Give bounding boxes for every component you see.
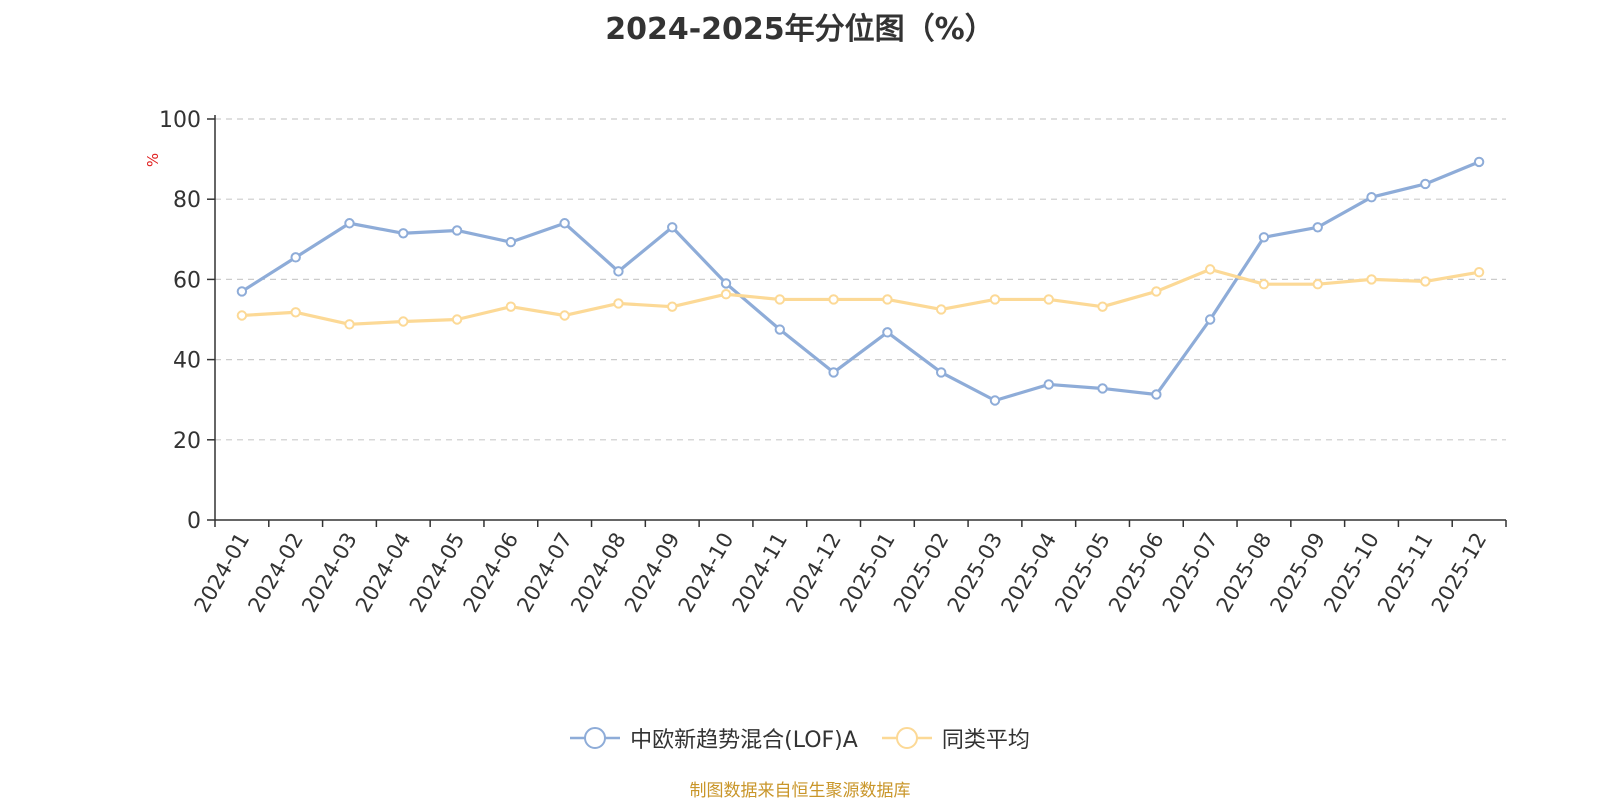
data-point	[667, 301, 678, 312]
data-point	[613, 266, 624, 277]
series-line	[241, 160, 1480, 403]
y-tick-label: 20	[173, 429, 201, 454]
series-line	[241, 267, 1480, 326]
data-point	[1151, 389, 1162, 400]
data-point	[1473, 266, 1485, 278]
legend-item-1[interactable]: 中欧新趋势混合(LOF)A	[570, 722, 858, 754]
y-tick-label: 40	[173, 349, 201, 374]
y-tick-label: 100	[159, 108, 201, 133]
data-point	[398, 316, 409, 327]
series-1	[236, 156, 1485, 406]
data-point	[935, 304, 947, 315]
data-point	[1204, 264, 1216, 275]
data-point	[828, 294, 839, 305]
data-point	[1043, 294, 1054, 305]
data-point	[720, 278, 732, 289]
data-point	[290, 252, 301, 263]
chart-title: 2024-2025年分位图（%）	[605, 12, 995, 47]
data-point	[1204, 314, 1216, 325]
legend: 中欧新趋势混合(LOF)A 同类平均	[0, 722, 1600, 754]
data-point	[882, 327, 893, 338]
data-point	[344, 218, 355, 229]
legend-label: 中欧新趋势混合(LOF)A	[630, 728, 858, 753]
legend-item-2[interactable]: 同类平均	[881, 722, 1030, 754]
data-point	[1258, 232, 1270, 243]
legend-swatch-icon	[881, 727, 932, 749]
source-note: 制图数据来自恒生聚源数据库	[689, 781, 911, 801]
data-point	[559, 218, 570, 229]
legend-swatch-icon	[570, 727, 621, 749]
data-point	[236, 310, 248, 321]
data-point	[451, 314, 463, 325]
data-point	[398, 228, 409, 239]
data-point	[1151, 286, 1162, 297]
series	[236, 156, 1485, 406]
axes: 0204060801002024-012024-022024-032024-04…	[159, 108, 1507, 616]
y-tick-label: 60	[173, 268, 201, 293]
data-point	[613, 298, 624, 309]
data-point	[1312, 222, 1323, 233]
data-point	[774, 294, 786, 305]
data-point	[290, 307, 301, 318]
data-point	[989, 294, 1001, 305]
data-point	[989, 395, 1001, 406]
data-point	[344, 319, 355, 330]
data-point	[1366, 191, 1377, 203]
data-point	[559, 310, 570, 321]
data-point	[236, 286, 248, 297]
data-point	[774, 324, 786, 335]
data-point	[828, 367, 839, 378]
data-point	[1420, 178, 1431, 190]
data-point	[1420, 276, 1431, 287]
legend-label: 同类平均	[941, 728, 1030, 753]
data-point	[667, 222, 678, 233]
data-point	[505, 301, 517, 312]
data-point	[1473, 156, 1485, 168]
data-point	[1097, 301, 1108, 312]
data-point	[1258, 279, 1270, 290]
data-point	[720, 289, 732, 300]
y-tick-label: 80	[173, 188, 201, 213]
data-point	[882, 294, 893, 305]
data-point	[1043, 379, 1054, 390]
data-point	[1366, 274, 1377, 285]
data-point	[505, 236, 517, 248]
data-point	[1097, 383, 1108, 394]
data-point	[451, 225, 463, 236]
y-tick-label: 0	[187, 509, 201, 534]
data-point	[1312, 279, 1323, 290]
y-axis-unit-label: %	[144, 153, 162, 167]
series-2	[236, 264, 1485, 330]
grid-lines	[215, 118, 1506, 441]
data-point	[935, 367, 947, 378]
